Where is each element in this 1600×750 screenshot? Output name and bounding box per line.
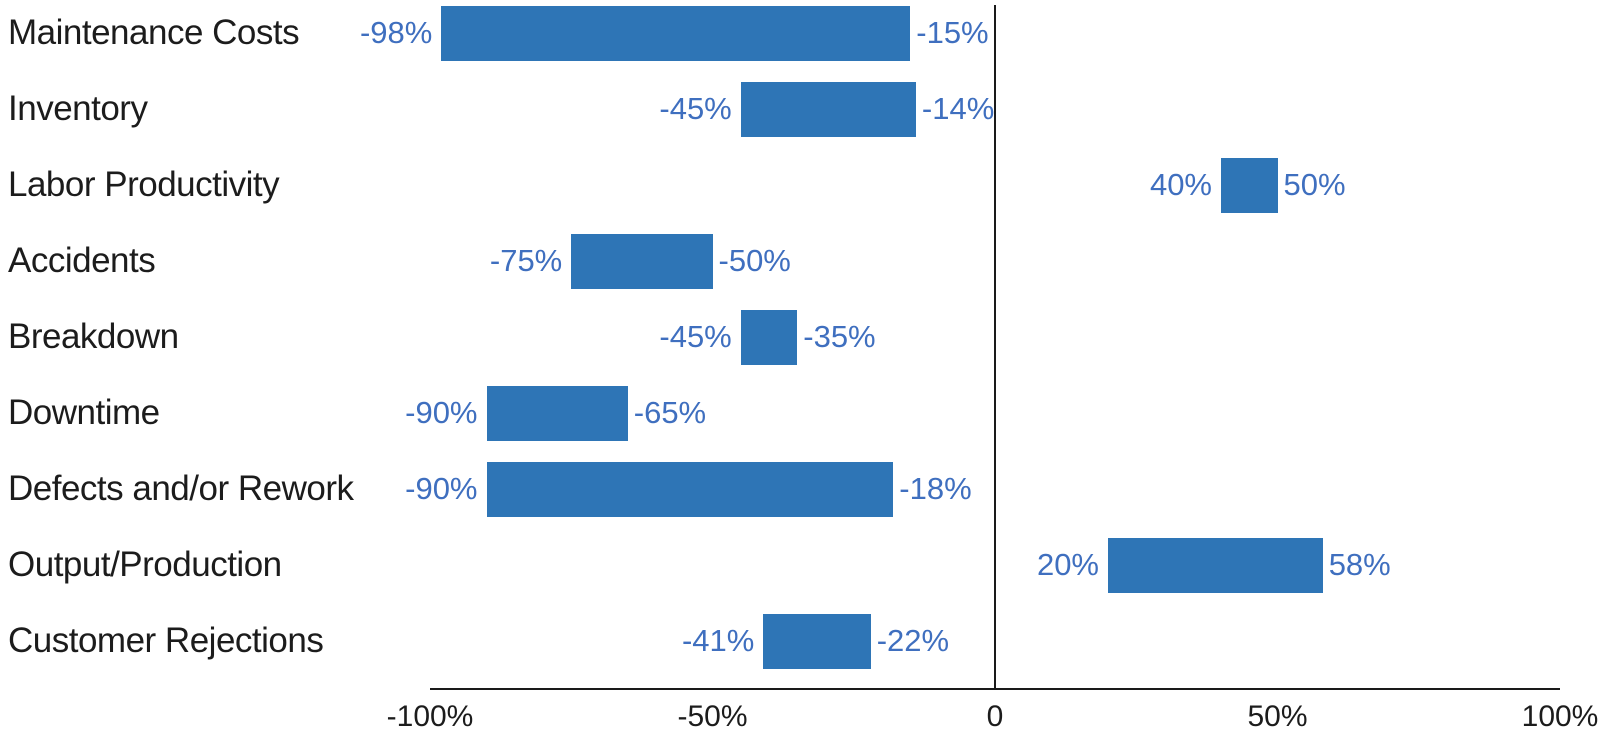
range-bar	[1221, 157, 1278, 213]
x-tick-label: -50%	[677, 700, 748, 733]
category-label: Breakdown	[8, 317, 179, 356]
bar-max-label: -18%	[899, 471, 972, 506]
zero-axis-line	[994, 5, 996, 690]
bar-min-label: -41%	[681, 623, 755, 658]
range-bar	[763, 613, 871, 669]
category-label: Customer Rejections	[8, 621, 324, 660]
bar-max-label: -14%	[921, 91, 995, 126]
category-labels: Maintenance Costs Inventory Labor Producti…	[0, 0, 430, 750]
bar-min-label: -75%	[489, 243, 563, 278]
x-axis-line	[430, 688, 1560, 690]
bar-min-label: -45%	[659, 91, 732, 126]
category-label: Output/Production	[8, 545, 282, 584]
category-label: Downtime	[8, 393, 160, 432]
x-tick-label: 50%	[1247, 700, 1308, 733]
bar-max-label: 58%	[1328, 547, 1391, 582]
bar-max-label: -15%	[916, 15, 989, 50]
bar-max-label: -35%	[803, 319, 876, 354]
bar-min-label: -90%	[405, 395, 478, 430]
bar-min-label: 20%	[1036, 547, 1099, 582]
range-bar	[740, 81, 916, 137]
bar-min-label: 40%	[1149, 167, 1212, 202]
range-bar	[486, 385, 628, 441]
plot-area: -98% -15% -45% -14% 40% 50% -75% -50% -45% -35% -9…	[360, 0, 1598, 750]
category-label: Inventory	[8, 89, 148, 128]
x-tick-label: -100%	[386, 700, 474, 733]
bar-min-label: -45%	[659, 319, 732, 354]
category-label: Maintenance Costs	[8, 13, 300, 52]
bar-min-label: -90%	[405, 471, 478, 506]
bar-max-label: 50%	[1283, 167, 1346, 202]
category-label: Labor Productivity	[8, 165, 280, 204]
bar-min-label: -98%	[359, 15, 433, 50]
category-label: Accidents	[8, 241, 156, 280]
range-bar	[740, 309, 798, 365]
range-bar	[571, 233, 713, 289]
x-tick-label: 100%	[1521, 700, 1599, 733]
range-bar	[486, 461, 894, 517]
bar-max-label: -22%	[876, 623, 950, 658]
range-bar	[441, 5, 911, 61]
bar-max-label: -65%	[633, 395, 707, 430]
bar-max-label: -50%	[718, 243, 791, 278]
range-bar	[1108, 537, 1323, 593]
x-tick-label: 0	[986, 700, 1004, 733]
category-label: Defects and/or Rework	[8, 469, 354, 508]
